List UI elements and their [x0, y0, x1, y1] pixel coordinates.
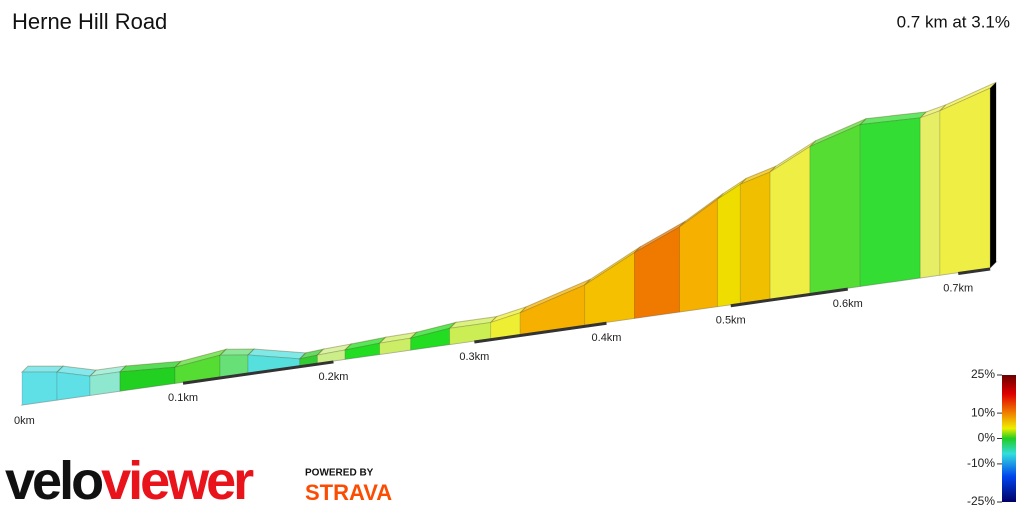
profile-slice — [769, 145, 811, 300]
profile-slice — [739, 171, 771, 304]
distance-band — [182, 360, 334, 385]
profile-slice — [21, 371, 58, 406]
brand-viewer: viewer — [101, 451, 254, 511]
profile-slice — [56, 371, 91, 401]
profile-slice — [633, 226, 680, 319]
x-tick-label: 0.4km — [592, 332, 622, 344]
chart-title: Herne Hill Road — [12, 9, 167, 34]
x-tick-label: 0.1km — [168, 392, 198, 404]
profile-slice — [89, 371, 121, 396]
profile-slice — [809, 123, 861, 295]
distance-band — [730, 287, 849, 308]
color-tick-label: -10% — [967, 456, 995, 470]
brand-logo: veloviewer — [5, 451, 254, 511]
distance-band — [474, 321, 607, 344]
x-tick-label: 0km — [14, 415, 35, 427]
profile-end — [990, 82, 997, 269]
x-tick-label: 0.6km — [833, 298, 863, 310]
profile-slice — [584, 251, 635, 326]
profile-slice — [119, 366, 176, 392]
chart-subtitle: 0.7 km at 3.1% — [897, 12, 1010, 31]
distance-band — [958, 267, 991, 276]
x-tick-label: 0.3km — [459, 351, 489, 363]
color-tick-label: 0% — [978, 431, 996, 445]
profile-slice — [939, 87, 991, 276]
brand-velo: velo — [5, 451, 102, 511]
color-tick-label: 10% — [971, 405, 995, 419]
profile — [20, 81, 998, 406]
profile-slice — [919, 110, 941, 279]
profile-slice — [859, 117, 921, 287]
color-tick-label: -25% — [967, 494, 995, 508]
strava-logo: STRAVA — [305, 480, 392, 505]
powered-by: POWERED BY — [305, 468, 374, 479]
profile-slice — [678, 198, 718, 313]
profile-slice — [716, 183, 741, 308]
color-scale — [1002, 375, 1016, 502]
x-tick-label: 0.5km — [716, 315, 746, 327]
x-tick-label: 0.2km — [318, 371, 348, 383]
profile-top — [20, 365, 65, 373]
x-tick-label: 0.7km — [943, 282, 973, 294]
color-tick-label: 25% — [971, 367, 995, 381]
